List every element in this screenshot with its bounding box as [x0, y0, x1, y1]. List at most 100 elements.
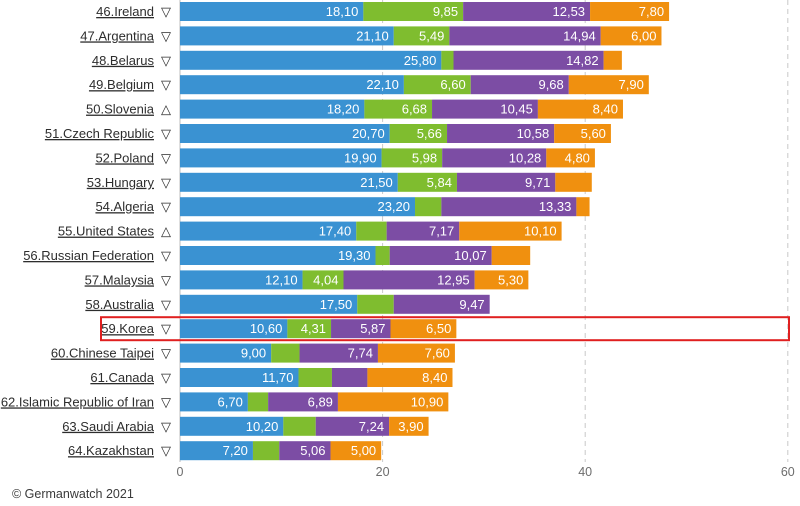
bar-value-label: 10,28 [509, 150, 542, 165]
bar-segment-purple [315, 416, 390, 436]
trend-icon: △ [161, 102, 171, 117]
bar-value-label: 5,00 [351, 443, 376, 458]
bar-segment-orange [537, 99, 623, 119]
bar-value-label: 4,80 [565, 150, 590, 165]
bar-segment-purple [449, 26, 601, 46]
bar-value-label: 5,60 [581, 126, 606, 141]
trend-icon: ▽ [161, 53, 171, 68]
trend-icon: ▽ [161, 443, 171, 458]
bar-value-label: 4,31 [301, 321, 326, 336]
trend-icon: ▽ [161, 4, 171, 19]
bar-value-label: 19,30 [338, 248, 371, 263]
bar-segment-blue [180, 75, 404, 95]
bar-segment-blue [180, 294, 358, 314]
country-label[interactable]: 51.Czech Republic [45, 126, 155, 141]
bar-segment-purple [432, 99, 538, 119]
stacked-bar-chart: 18,10 9,85 12,53 7,80 21,10 5,49 14,94 6,00 25,8… [1, 0, 795, 479]
bar-value-label: 20,70 [352, 126, 385, 141]
bar-value-label: 5,66 [417, 126, 442, 141]
country-label[interactable]: 58.Australia [85, 297, 154, 312]
country-label[interactable]: 56.Russian Federation [23, 248, 154, 263]
country-label[interactable]: 53.Hungary [87, 175, 155, 190]
bar-segment-green [283, 416, 316, 436]
trend-icon: ▽ [161, 77, 171, 92]
bar-value-label: 7,60 [425, 346, 450, 361]
bar-value-label: 18,10 [326, 4, 359, 19]
bar-segment-purple [268, 392, 338, 412]
bar-value-label: 12,53 [553, 4, 586, 19]
country-label[interactable]: 46.Ireland [96, 4, 154, 19]
bar-segment-green [403, 75, 471, 95]
bar-segment-orange [337, 392, 449, 412]
country-label[interactable]: 55.United States [58, 224, 155, 239]
category-labels: 46.Ireland ▽ 47.Argentina ▽ 48.Belarus ▽ 49.Be… [1, 4, 171, 458]
x-axis-ticks: 0 20 40 60 [177, 465, 795, 479]
bar-segment-blue [180, 246, 376, 265]
bar-value-label: 19,90 [344, 150, 377, 165]
bar-value-label: 6,00 [631, 28, 656, 43]
trend-icon: ▽ [161, 199, 171, 214]
bar-segment-blue [180, 50, 442, 70]
bar-value-label: 14,82 [566, 53, 599, 68]
bar-value-label: 17,40 [319, 224, 352, 239]
bar-segment-orange [390, 319, 457, 339]
country-label[interactable]: 47.Argentina [80, 28, 154, 43]
bar-segment-orange [568, 75, 649, 95]
bar-segment-green [357, 294, 394, 314]
bar-value-label: 7,24 [359, 419, 384, 434]
trend-icon: ▽ [161, 370, 171, 385]
bar-value-label: 5,98 [412, 150, 437, 165]
country-label[interactable]: 49.Belgium [89, 77, 154, 92]
bar-segment-green [397, 172, 457, 192]
x-tick-label: 20 [376, 465, 390, 479]
bar-segment-orange [576, 197, 590, 217]
country-label[interactable]: 60.Chinese Taipei [51, 346, 154, 361]
bar-value-label: 6,89 [308, 394, 333, 409]
bar-segment-purple [331, 368, 368, 387]
bar-segment-orange [600, 26, 662, 46]
bar-segment-green [247, 392, 269, 412]
bar-segment-purple [442, 148, 547, 168]
bar-value-label: 10,45 [500, 102, 533, 117]
bar-segment-blue [180, 197, 416, 217]
bar-segment-purple [470, 75, 569, 95]
country-label[interactable]: 62.Islamic Republic of Iran [1, 394, 154, 409]
bar-value-label: 9,47 [459, 297, 484, 312]
bar-value-label: 10,10 [524, 224, 557, 239]
country-label[interactable]: 61.Canada [90, 370, 154, 385]
bar-value-label: 6,60 [440, 77, 465, 92]
trend-icon: ▽ [161, 150, 171, 165]
bars-group: 18,10 9,85 12,53 7,80 21,10 5,49 14,94 6,00 25,8… [180, 2, 670, 461]
bar-value-label: 9,71 [525, 175, 550, 190]
trend-icon: ▽ [161, 126, 171, 141]
bar-value-label: 8,40 [593, 102, 618, 117]
bar-value-label: 7,90 [619, 77, 644, 92]
bar-value-label: 7,17 [429, 224, 454, 239]
bar-segment-blue [180, 416, 284, 436]
country-label[interactable]: 63.Saudi Arabia [62, 419, 155, 434]
bar-value-label: 9,00 [241, 346, 266, 361]
bar-segment-orange [546, 148, 595, 168]
bar-segment-purple [299, 343, 378, 363]
country-label[interactable]: 57.Malaysia [85, 272, 155, 287]
country-label[interactable]: 59.Korea [101, 321, 155, 336]
bar-value-label: 13,33 [539, 199, 572, 214]
bar-value-label: 12,10 [265, 272, 298, 287]
trend-icon: ▽ [161, 394, 171, 409]
bar-value-label: 7,20 [223, 443, 248, 458]
bar-segment-purple [393, 294, 490, 314]
bar-segment-green [287, 319, 332, 339]
country-label[interactable]: 48.Belarus [92, 53, 155, 68]
country-label[interactable]: 54.Algeria [95, 199, 154, 214]
bar-segment-blue [180, 319, 288, 339]
bar-segment-blue [180, 368, 299, 387]
trend-icon: ▽ [161, 175, 171, 190]
country-label[interactable]: 64.Kazakhstan [68, 443, 154, 458]
bar-value-label: 8,40 [422, 370, 447, 385]
bar-segment-orange [603, 50, 622, 70]
bar-segment-green [364, 99, 433, 119]
country-label[interactable]: 50.Slovenia [86, 102, 155, 117]
bar-segment-blue [180, 124, 390, 143]
bar-value-label: 22,10 [366, 77, 399, 92]
country-label[interactable]: 52.Poland [95, 150, 154, 165]
